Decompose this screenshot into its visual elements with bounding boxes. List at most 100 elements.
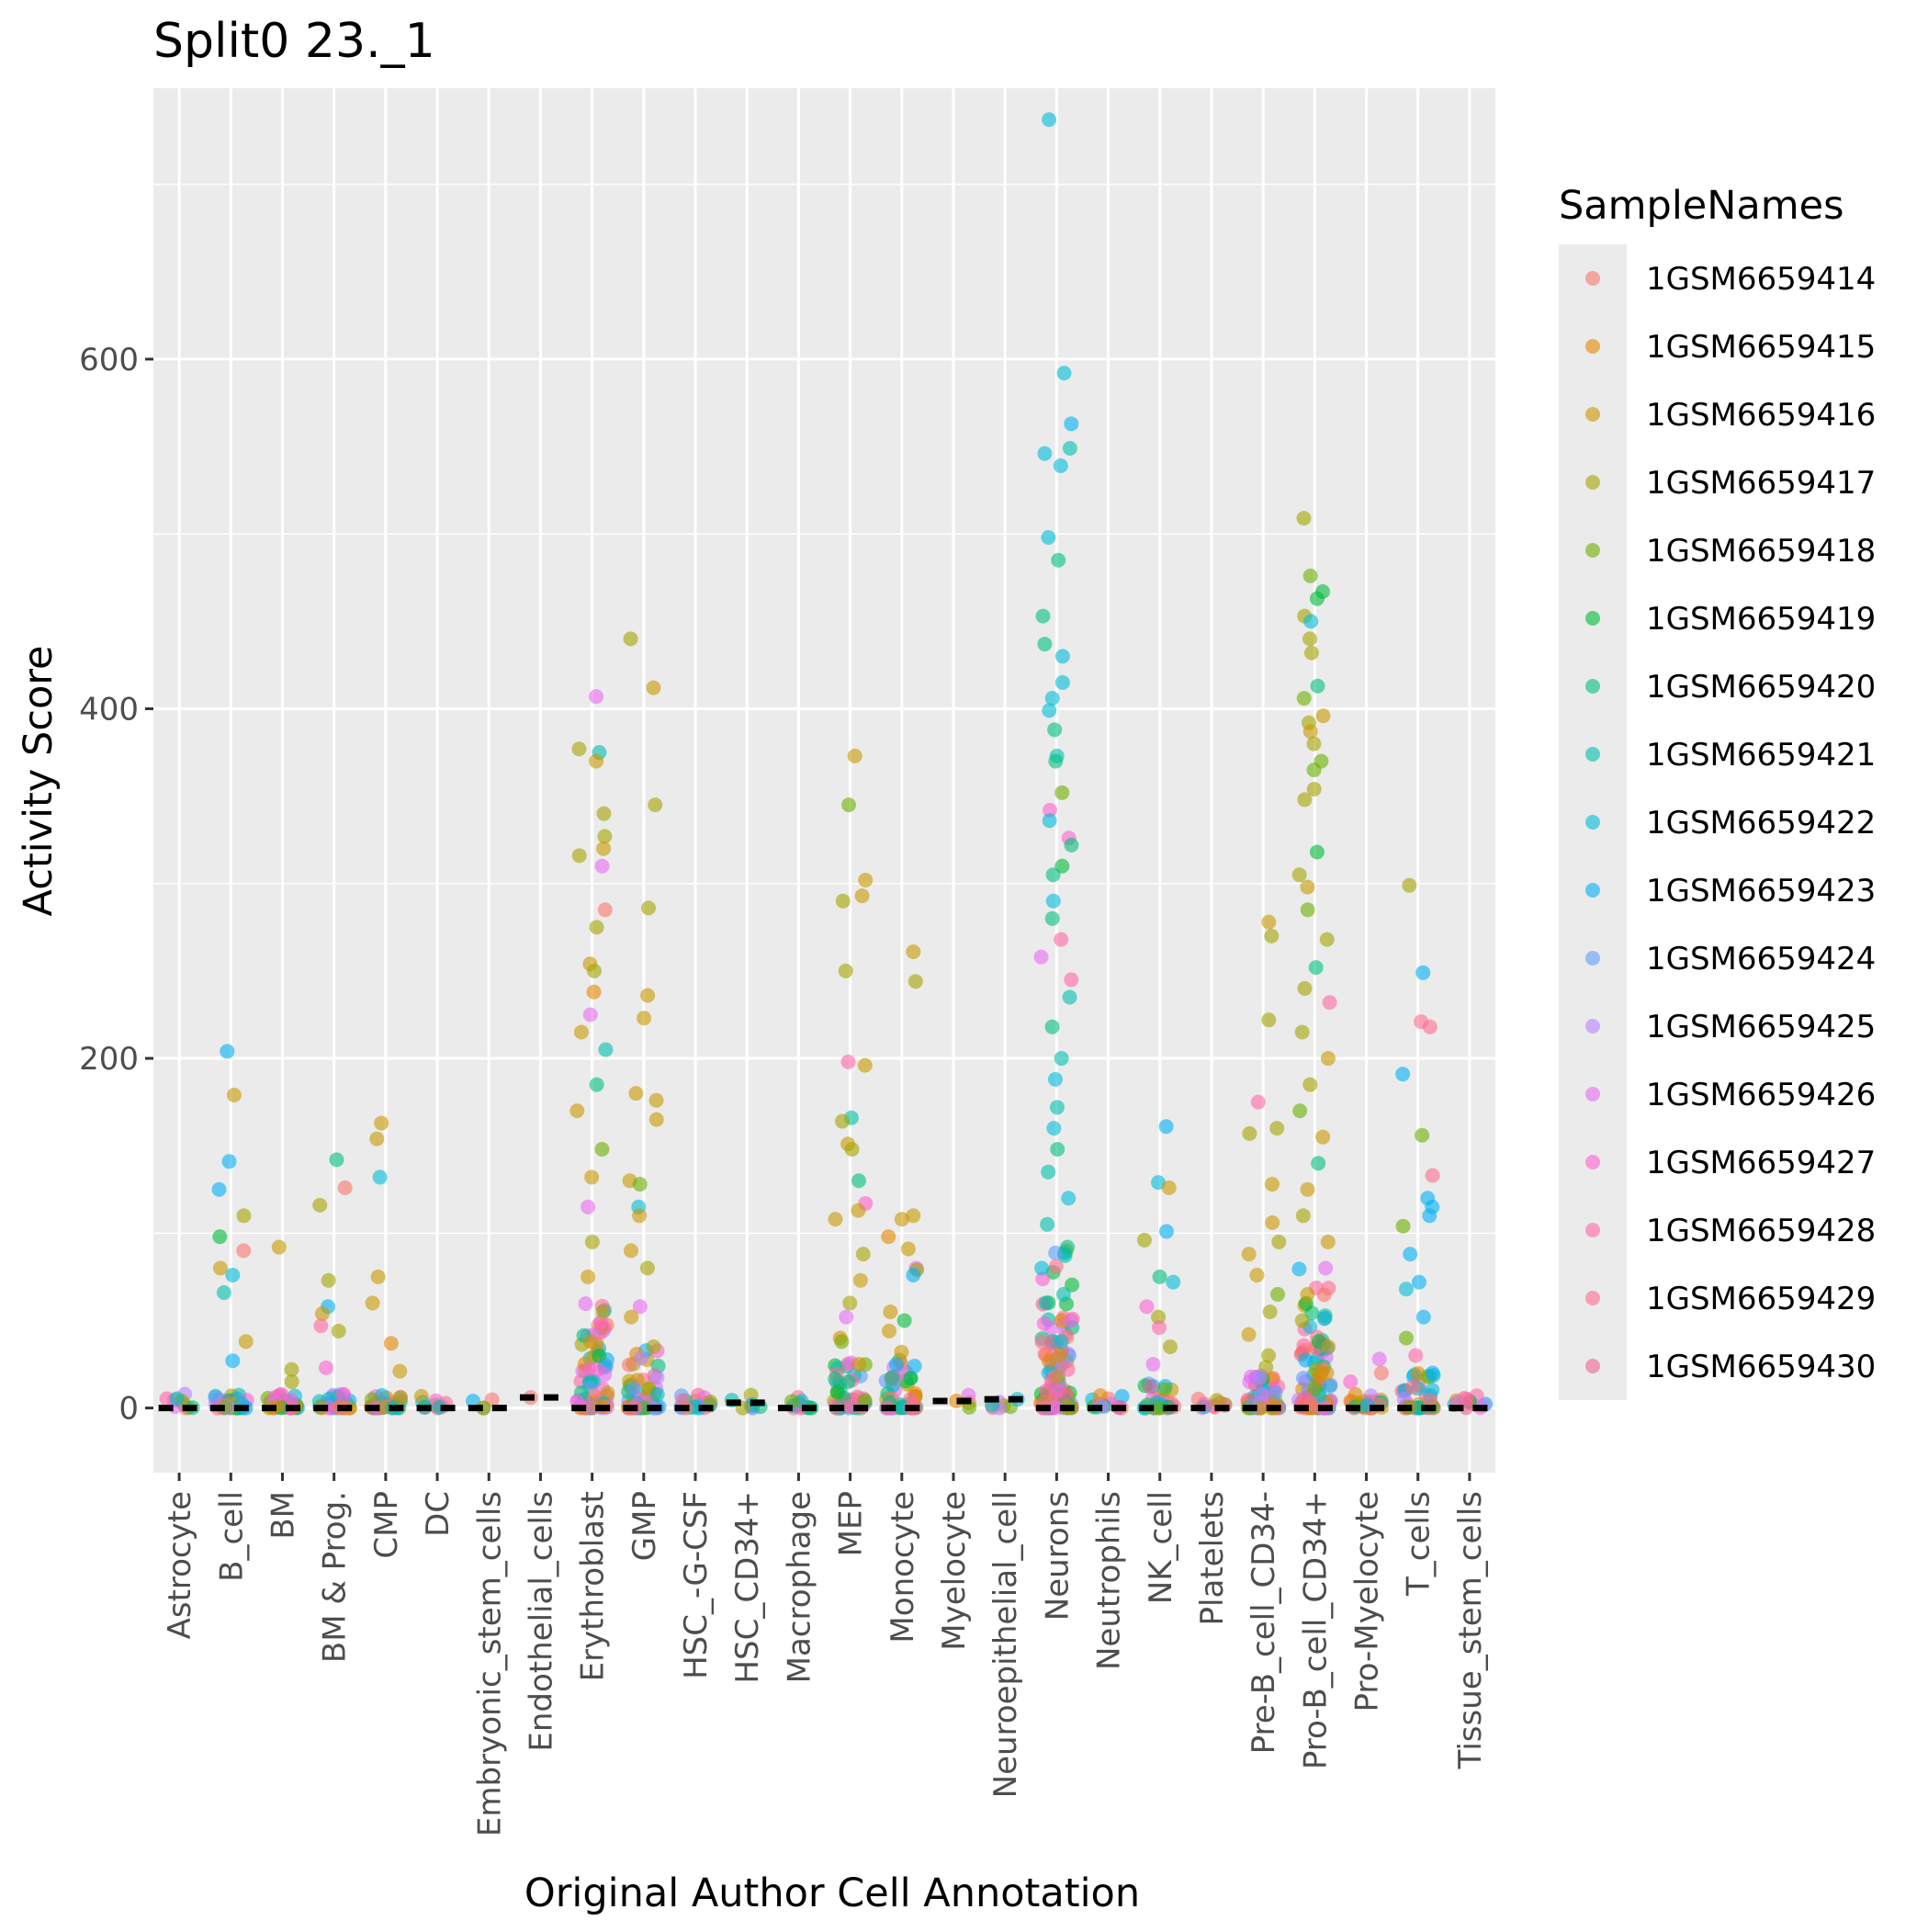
data-point: [271, 1239, 287, 1255]
data-point: [641, 900, 657, 916]
data-point: [212, 1260, 228, 1276]
data-point: [639, 1260, 655, 1276]
x-tick-label: BM & Prog.: [317, 1491, 354, 1663]
data-point: [582, 1007, 598, 1022]
data-point: [169, 1391, 185, 1407]
data-point: [1044, 691, 1060, 706]
data-point: [392, 1363, 408, 1379]
data-point: [894, 1344, 909, 1360]
data-point: [590, 1361, 605, 1377]
legend-title: SampleNames: [1559, 183, 1844, 229]
data-point: [1270, 1286, 1286, 1302]
data-point: [1042, 112, 1057, 128]
data-point: [1064, 972, 1079, 988]
data-point: [1296, 691, 1312, 706]
data-point: [1040, 1216, 1055, 1232]
data-point: [844, 1141, 860, 1157]
data-point: [1425, 1365, 1440, 1381]
y-tick-label: 600: [79, 342, 139, 378]
data-point: [1035, 1271, 1051, 1287]
data-point: [842, 1295, 858, 1311]
data-point: [225, 1267, 241, 1282]
legend-key: [1585, 1087, 1600, 1102]
data-point: [1152, 1269, 1167, 1284]
data-point: [596, 1320, 612, 1336]
data-point: [1047, 1368, 1063, 1384]
legend-label: 1GSM6659421: [1646, 737, 1876, 774]
data-point: [1041, 530, 1056, 546]
y-tick-label: 0: [118, 1391, 139, 1428]
data-point: [236, 1208, 252, 1224]
y-tick-label: 200: [79, 1041, 139, 1078]
y-tick-label: 400: [79, 691, 139, 728]
data-point: [236, 1243, 252, 1259]
data-point: [1033, 949, 1049, 965]
data-point: [1315, 1129, 1331, 1145]
data-point: [589, 689, 604, 705]
x-tick-label: MEP: [833, 1491, 870, 1556]
data-point: [903, 1371, 919, 1386]
data-point: [369, 1131, 385, 1147]
data-point: [1402, 877, 1417, 893]
data-point: [1395, 1218, 1411, 1234]
data-point: [1047, 1071, 1063, 1087]
data-point: [1054, 785, 1070, 800]
data-point: [1060, 1361, 1076, 1377]
data-point: [906, 1267, 921, 1282]
data-point: [1060, 1239, 1076, 1255]
data-point: [1403, 1247, 1418, 1262]
data-point: [888, 1357, 904, 1373]
data-point: [569, 1103, 585, 1119]
data-point: [835, 1113, 851, 1129]
data-point: [573, 1024, 589, 1040]
data-point: [1163, 1339, 1178, 1354]
data-point: [1302, 724, 1318, 740]
data-point: [584, 1169, 600, 1185]
data-point: [1145, 1357, 1161, 1373]
data-point: [1156, 1382, 1172, 1397]
data-point: [626, 1380, 641, 1395]
data-point: [851, 1357, 867, 1373]
x-tick-label: NK_cell: [1143, 1491, 1179, 1604]
data-point: [1166, 1274, 1181, 1290]
data-point: [1306, 782, 1322, 797]
data-point: [646, 1339, 661, 1354]
x-tick-label: Astrocyte: [162, 1491, 198, 1639]
data-point: [584, 1234, 600, 1249]
data-point: [226, 1088, 242, 1102]
data-point: [1061, 1191, 1077, 1206]
data-point: [1316, 1287, 1332, 1303]
data-point: [1398, 1330, 1414, 1346]
legend-label: 1GSM6659424: [1646, 941, 1876, 977]
data-point: [649, 1370, 665, 1385]
legend-label: 1GSM6659422: [1646, 805, 1876, 842]
data-point: [1249, 1267, 1265, 1282]
data-point: [312, 1197, 328, 1213]
data-point: [634, 1350, 649, 1366]
data-point: [632, 1177, 648, 1192]
data-point: [1269, 1121, 1285, 1136]
data-point: [1320, 1234, 1336, 1249]
data-point: [374, 1115, 389, 1131]
data-point: [839, 1309, 854, 1325]
data-point: [1291, 1261, 1307, 1277]
data-point: [1241, 1247, 1257, 1262]
data-point: [1295, 1208, 1311, 1224]
data-point: [1250, 1094, 1266, 1110]
x-tick-label: Monocyte: [885, 1491, 921, 1644]
data-point: [838, 963, 853, 978]
data-point: [621, 1357, 637, 1373]
data-point: [1034, 1260, 1050, 1276]
data-point: [1056, 366, 1072, 381]
data-point: [1298, 1352, 1314, 1368]
data-point: [1065, 1277, 1080, 1293]
data-point: [1052, 1347, 1067, 1362]
data-point: [1151, 1309, 1167, 1325]
data-point: [1306, 736, 1322, 751]
legend-key: [1585, 611, 1600, 626]
data-point: [1063, 1313, 1078, 1328]
data-point: [1151, 1320, 1167, 1336]
data-point: [1047, 722, 1063, 738]
legend-label: 1GSM6659430: [1646, 1349, 1876, 1385]
